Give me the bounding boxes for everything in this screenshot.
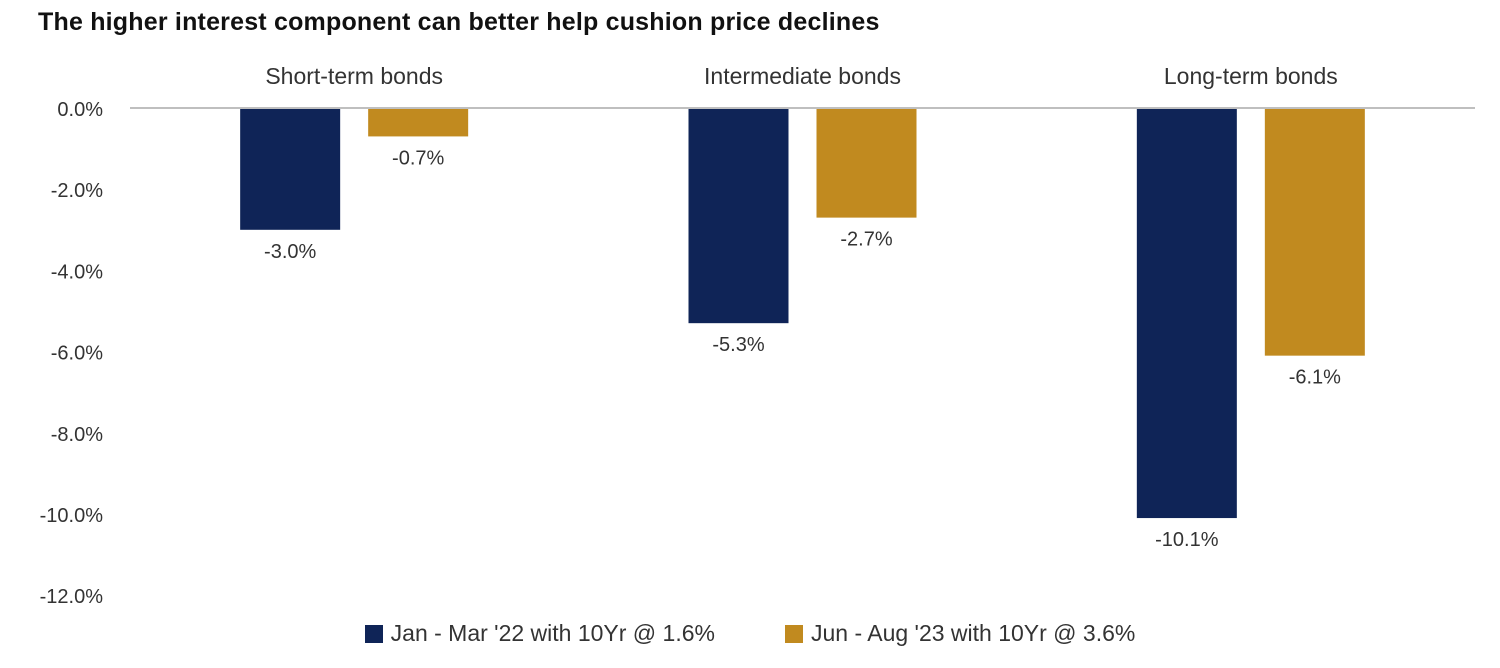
bar-series-1 <box>688 108 789 324</box>
legend: Jan - Mar '22 with 10Yr @ 1.6% Jun - Aug… <box>0 620 1500 647</box>
data-label: -10.1% <box>1155 529 1219 551</box>
y-tick-label: -12.0% <box>40 586 104 608</box>
bar-series-2 <box>816 108 917 218</box>
legend-label-series-1: Jan - Mar '22 with 10Yr @ 1.6% <box>390 620 715 646</box>
y-tick-label: -8.0% <box>51 424 103 446</box>
category-label: Short-term bonds <box>265 63 443 89</box>
y-tick-label: -6.0% <box>51 343 103 365</box>
data-label: -5.3% <box>712 334 764 356</box>
legend-item-series-1: Jan - Mar '22 with 10Yr @ 1.6% <box>364 620 715 647</box>
legend-swatch-series-1 <box>364 624 383 643</box>
y-tick-label: -10.0% <box>40 505 104 527</box>
legend-item-series-2: Jun - Aug '23 with 10Yr @ 3.6% <box>784 620 1136 647</box>
chart-title: The higher interest component can better… <box>38 8 880 36</box>
data-label: -6.1% <box>1289 367 1341 389</box>
category-label: Long-term bonds <box>1164 63 1338 89</box>
y-tick-label: 0.0% <box>57 99 103 121</box>
category-label: Intermediate bonds <box>704 63 901 89</box>
bar-series-1 <box>1136 108 1237 519</box>
legend-label-series-2: Jun - Aug '23 with 10Yr @ 3.6% <box>810 620 1136 646</box>
data-label: -3.0% <box>264 241 316 263</box>
data-label: -0.7% <box>392 147 444 169</box>
bar-series-2 <box>368 108 469 137</box>
legend-swatch-series-2 <box>784 624 803 643</box>
bar-series-1 <box>240 108 341 230</box>
y-tick-label: -4.0% <box>51 261 103 283</box>
bar-series-2 <box>1264 108 1365 356</box>
y-tick-label: -2.0% <box>51 180 103 202</box>
data-label: -2.7% <box>840 229 892 251</box>
